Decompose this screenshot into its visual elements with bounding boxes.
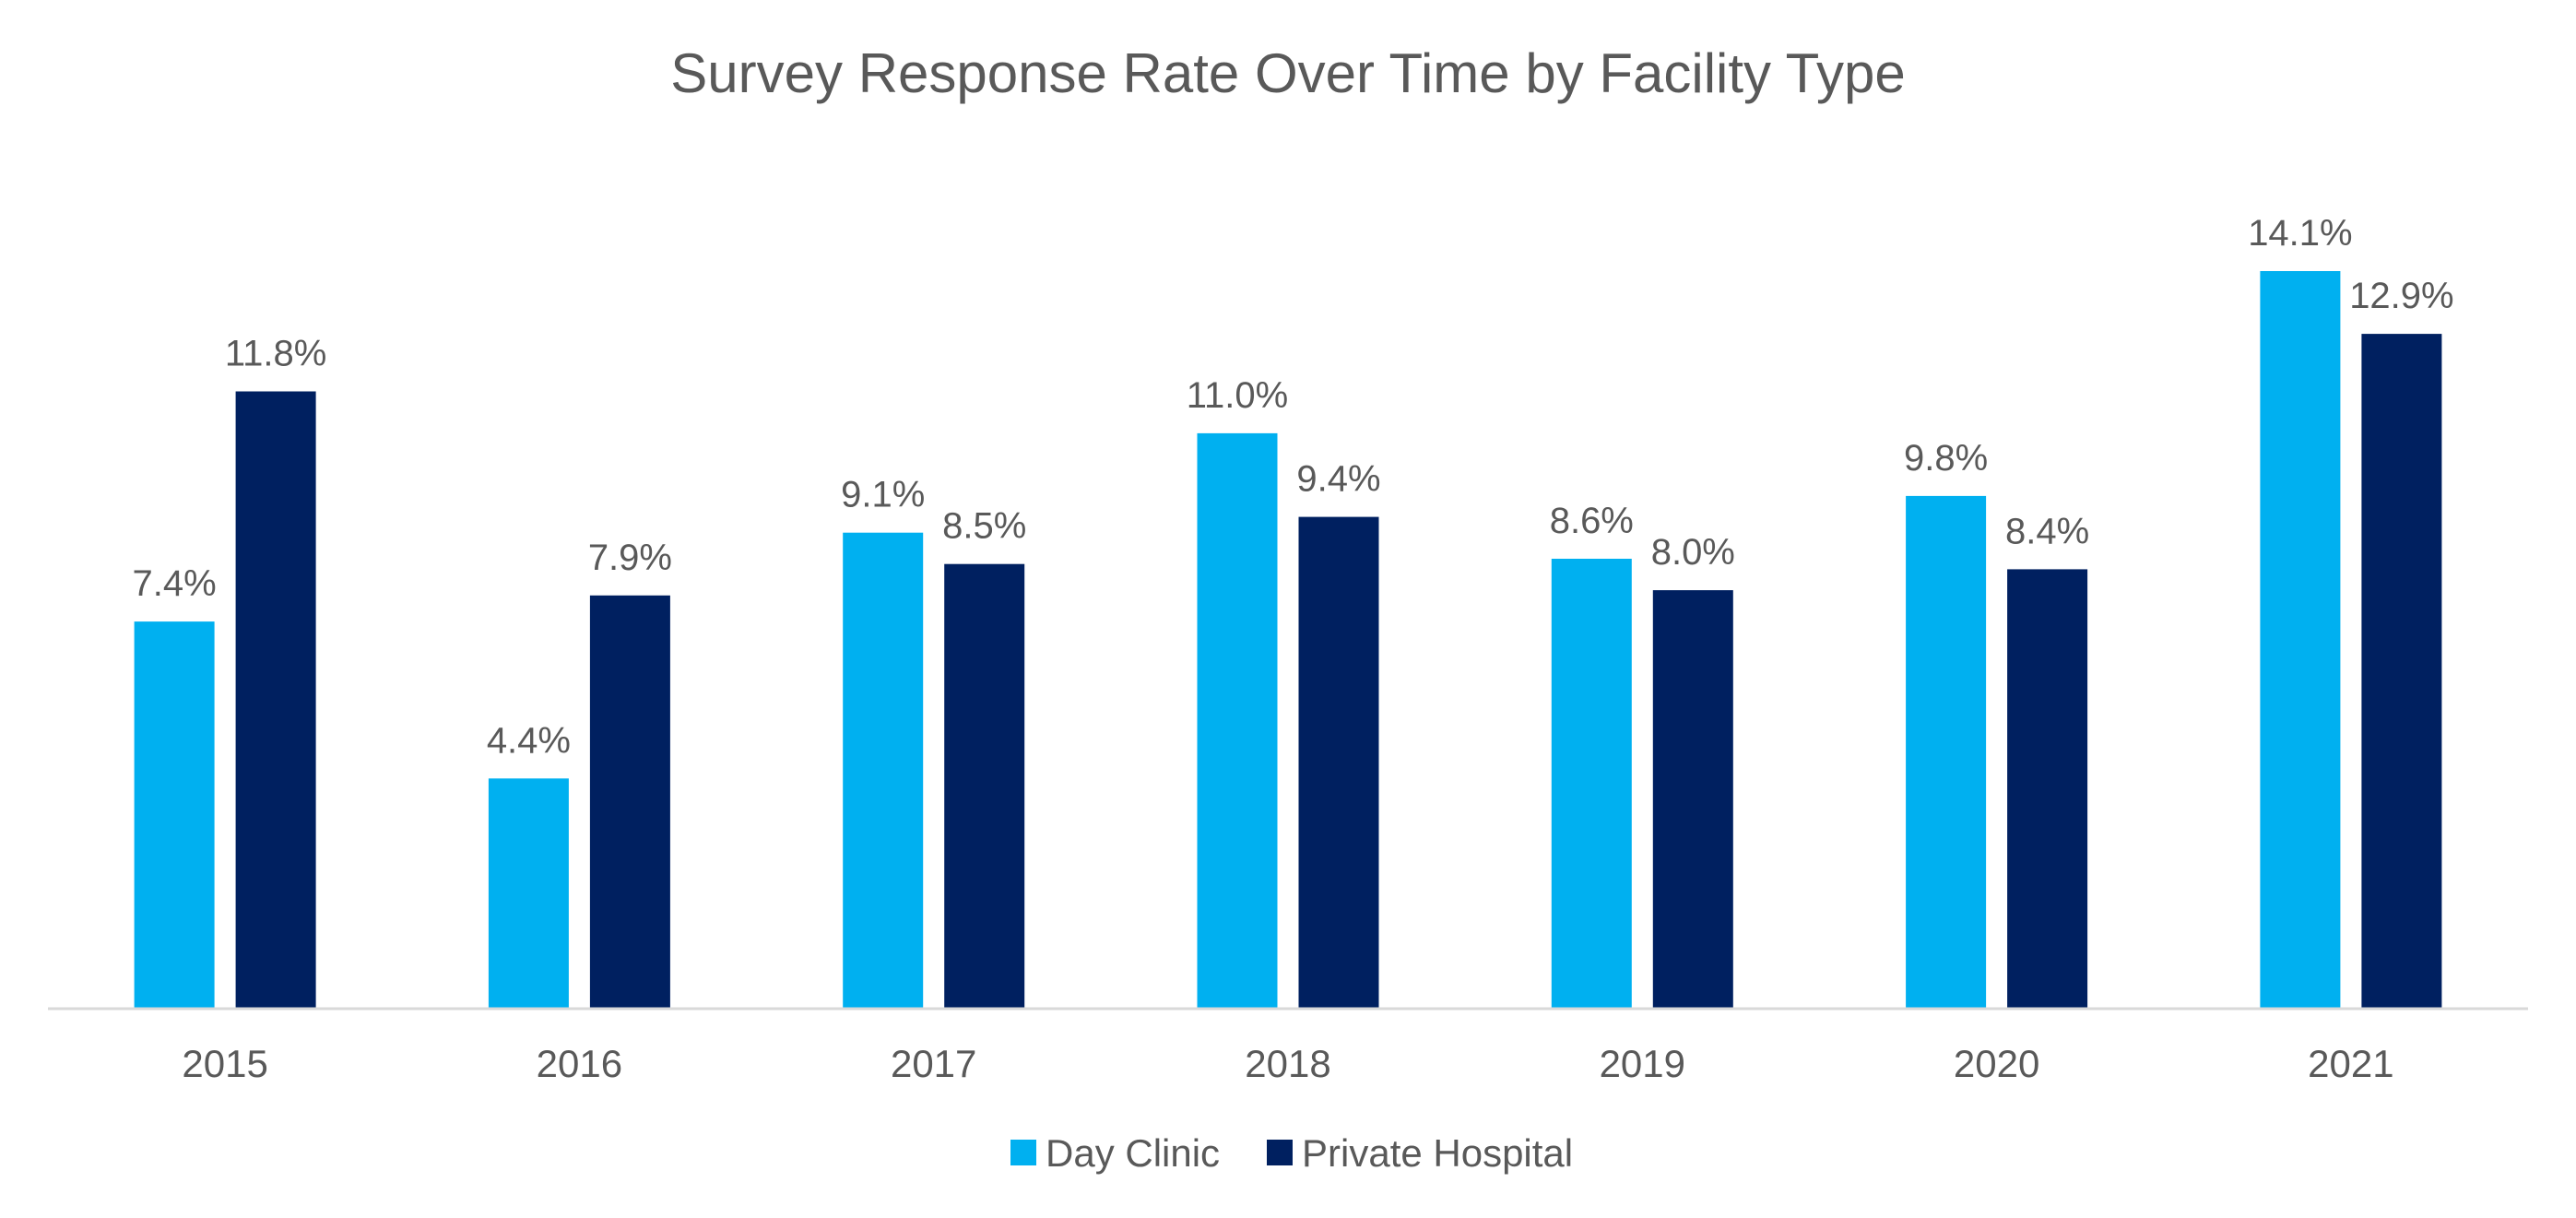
bar-private-hospital-2019 <box>1652 590 1733 1009</box>
bar-private-hospital-2020 <box>2007 569 2088 1009</box>
legend-swatch-private-hospital <box>1267 1140 1293 1165</box>
bar-day-clinic-2020 <box>1906 495 1987 1009</box>
data-label-private-hospital-2017: 8.5% <box>942 506 1026 547</box>
data-label-day-clinic-2021: 14.1% <box>2248 213 2352 254</box>
bar-private-hospital-2018 <box>1298 516 1379 1009</box>
bar-private-hospital-2017 <box>944 563 1025 1009</box>
x-tick-label-2021: 2021 <box>2308 1042 2393 1085</box>
data-label-private-hospital-2019: 8.0% <box>1651 532 1735 573</box>
legend: Day Clinic Private Hospital <box>1010 1131 1573 1175</box>
data-label-private-hospital-2021: 12.9% <box>2349 276 2453 316</box>
legend-label-day-clinic: Day Clinic <box>1046 1131 1220 1175</box>
x-tick-label-2018: 2018 <box>1245 1042 1330 1085</box>
data-label-day-clinic-2018: 11.0% <box>1187 375 1288 416</box>
data-label-day-clinic-2019: 8.6% <box>1550 501 1634 541</box>
x-tick-label-2019: 2019 <box>1600 1042 1685 1085</box>
legend-swatch-day-clinic <box>1010 1140 1036 1165</box>
bar-day-clinic-2016 <box>488 778 569 1009</box>
chart-title: Survey Response Rate Over Time by Facili… <box>670 42 1905 104</box>
bar-day-clinic-2019 <box>1551 559 1632 1009</box>
bar-day-clinic-2015 <box>134 621 215 1009</box>
legend-label-private-hospital: Private Hospital <box>1302 1131 1573 1175</box>
x-tick-label-2020: 2020 <box>1954 1042 2039 1085</box>
x-tick-label-2016: 2016 <box>537 1042 622 1085</box>
data-label-private-hospital-2015: 11.8% <box>225 334 326 374</box>
bar-day-clinic-2017 <box>843 532 924 1009</box>
bar-day-clinic-2018 <box>1197 432 1278 1009</box>
x-tick-labels: 2015 2016 2017 2018 2019 2020 2021 <box>182 1042 2393 1085</box>
bar-private-hospital-2016 <box>589 595 670 1009</box>
data-label-day-clinic-2015: 7.4% <box>133 563 217 604</box>
bar-day-clinic-2021 <box>2260 271 2341 1009</box>
data-label-day-clinic-2016: 4.4% <box>487 720 571 761</box>
x-tick-label-2017: 2017 <box>891 1042 976 1085</box>
x-tick-label-2015: 2015 <box>182 1042 267 1085</box>
data-label-day-clinic-2020: 9.8% <box>1904 438 1988 479</box>
bar-private-hospital-2021 <box>2361 334 2442 1010</box>
bar-private-hospital-2015 <box>235 391 316 1009</box>
data-label-day-clinic-2017: 9.1% <box>841 475 925 515</box>
data-label-private-hospital-2016: 7.9% <box>588 538 672 578</box>
data-label-private-hospital-2018: 9.4% <box>1296 459 1380 500</box>
data-label-private-hospital-2020: 8.4% <box>2005 511 2089 551</box>
bars-layer: 7.4% 11.8% 4.4% 7.9% 9.1% 8.5% 11.0% 9.4% 8.6% 8.… <box>133 213 2454 1010</box>
